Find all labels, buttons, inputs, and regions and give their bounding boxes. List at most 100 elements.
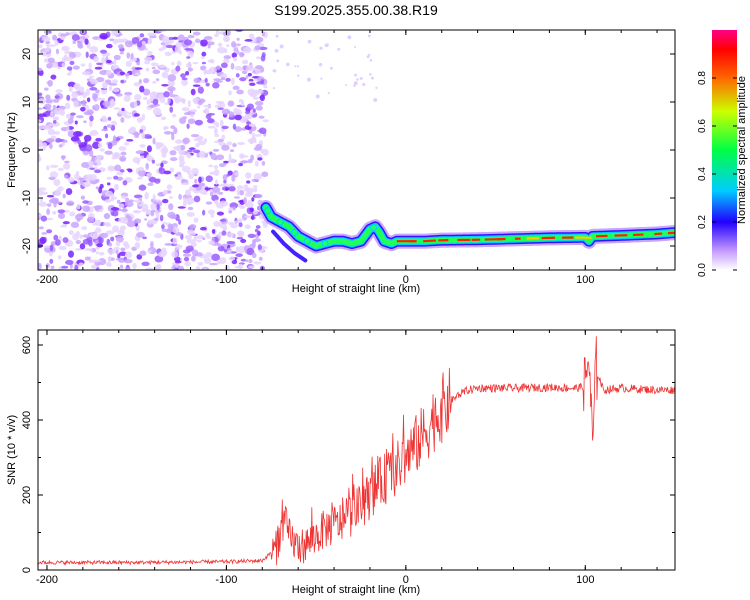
noise-blob (190, 242, 197, 248)
noise-blob (234, 126, 242, 133)
noise-blob (196, 234, 204, 240)
noise-blob (207, 43, 211, 49)
noise-blob (255, 105, 263, 111)
noise-blob (214, 179, 219, 185)
noise-blob (234, 114, 242, 121)
noise-blob (83, 134, 92, 142)
noise-blob (133, 82, 141, 87)
noise-blob (49, 143, 53, 149)
noise-blob (90, 264, 98, 270)
noise-blob (157, 251, 167, 258)
noise-blob (244, 110, 251, 115)
noise-blob (320, 77, 323, 80)
noise-blob (246, 121, 252, 126)
noise-blob (41, 232, 48, 235)
noise-blob (368, 53, 371, 56)
noise-blob (88, 78, 96, 82)
noise-blob (147, 50, 153, 56)
noise-blob (186, 153, 192, 159)
noise-blob (38, 154, 41, 162)
noise-blob (61, 45, 70, 52)
noise-blob (174, 139, 183, 144)
x-tick-label: 0 (403, 574, 409, 586)
noise-blob (127, 112, 132, 115)
noise-blob (347, 35, 352, 40)
noise-blob (217, 191, 224, 195)
noise-blob (247, 88, 256, 96)
noise-blob (86, 97, 91, 103)
noise-blob (183, 112, 191, 116)
noise-blob (94, 169, 102, 174)
noise-blob (226, 250, 232, 253)
noise-blob (139, 33, 145, 38)
noise-blob (195, 265, 201, 270)
noise-blob (208, 240, 215, 246)
noise-blob (146, 99, 151, 106)
noise-blob (164, 125, 169, 130)
noise-blob (50, 74, 57, 80)
noise-blob (80, 106, 86, 112)
noise-blob (66, 125, 70, 132)
noise-blob (44, 87, 49, 91)
noise-blob (258, 115, 265, 119)
noise-blob (95, 227, 102, 234)
noise-blob (201, 61, 207, 65)
noise-blob (111, 30, 120, 37)
noise-blob (99, 32, 108, 40)
noise-blob (228, 207, 234, 211)
noise-blob (255, 225, 261, 229)
noise-blob (187, 34, 195, 39)
trace-peak (276, 218, 284, 226)
noise-blob (45, 99, 53, 104)
noise-blob (92, 141, 101, 149)
noise-blob (81, 162, 90, 168)
noise-blob (249, 36, 257, 44)
noise-blob (257, 76, 262, 82)
noise-blob (138, 184, 147, 191)
y-tick-label: 200 (21, 486, 33, 504)
noise-blob (234, 65, 243, 71)
noise-blob (276, 59, 280, 63)
noise-blob (296, 74, 300, 77)
noise-blob (315, 94, 320, 99)
noise-blob (114, 164, 122, 172)
noise-blob (252, 108, 256, 113)
noise-blob (197, 261, 204, 266)
noise-blob (161, 71, 169, 79)
noise-blob (239, 77, 247, 82)
noise-blob (187, 118, 196, 125)
noise-blob (327, 92, 330, 95)
noise-blob (38, 119, 42, 123)
noise-blob (101, 128, 109, 132)
noise-blob (228, 256, 236, 261)
noise-blob (152, 69, 161, 75)
noise-blob (124, 243, 130, 249)
noise-blob (151, 66, 156, 70)
noise-blob (205, 175, 213, 183)
spectrogram-y-label: Frequency (Hz) (6, 112, 18, 188)
noise-blob (204, 77, 208, 83)
noise-blob (193, 195, 201, 203)
noise-blob (202, 209, 206, 216)
noise-blob (109, 98, 115, 105)
noise-blob (164, 51, 172, 57)
snr-series-line (38, 336, 675, 566)
noise-blob (247, 158, 253, 164)
noise-blob (222, 174, 228, 181)
noise-blob (251, 252, 257, 259)
snr-axes: -200 -100 0 100 0 200 400 600 (21, 330, 675, 586)
noise-blob (124, 251, 133, 259)
noise-blob (116, 38, 124, 43)
noise-blob (92, 105, 96, 111)
noise-blob (203, 104, 211, 108)
noise-blob (239, 51, 245, 58)
noise-blob (50, 111, 54, 117)
noise-blob (202, 237, 206, 241)
noise-blob (115, 249, 119, 255)
noise-blob (50, 197, 60, 204)
noise-blob (162, 189, 168, 195)
noise-blob (103, 213, 111, 220)
noise-blob (201, 56, 205, 60)
noise-blob (238, 162, 244, 167)
